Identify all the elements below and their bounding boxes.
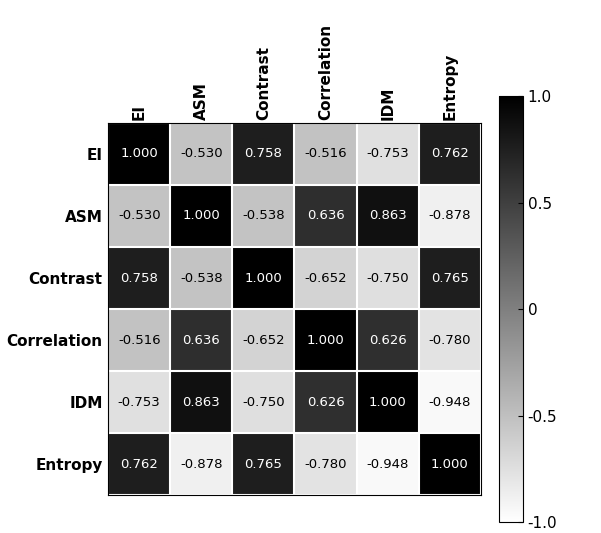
Text: 0.758: 0.758 xyxy=(120,272,158,285)
Text: -0.780: -0.780 xyxy=(429,334,471,346)
Text: -0.878: -0.878 xyxy=(429,209,471,222)
Text: -0.750: -0.750 xyxy=(242,396,285,409)
Text: 0.762: 0.762 xyxy=(431,148,469,160)
Text: -0.753: -0.753 xyxy=(118,396,160,409)
Text: 0.863: 0.863 xyxy=(183,396,220,409)
Text: -0.530: -0.530 xyxy=(180,148,222,160)
Text: 0.636: 0.636 xyxy=(307,209,344,222)
Text: 1.000: 1.000 xyxy=(307,334,344,346)
Text: -0.780: -0.780 xyxy=(304,458,347,471)
Text: 0.762: 0.762 xyxy=(120,458,158,471)
Text: 0.626: 0.626 xyxy=(369,334,406,346)
Text: 0.765: 0.765 xyxy=(431,272,469,285)
Text: 0.863: 0.863 xyxy=(369,209,406,222)
Text: -0.750: -0.750 xyxy=(367,272,409,285)
Text: 0.636: 0.636 xyxy=(183,334,220,346)
Text: -0.516: -0.516 xyxy=(118,334,160,346)
Text: 0.765: 0.765 xyxy=(245,458,282,471)
Text: 1.000: 1.000 xyxy=(183,209,220,222)
Text: 1.000: 1.000 xyxy=(120,148,158,160)
Text: 1.000: 1.000 xyxy=(245,272,282,285)
Text: -0.530: -0.530 xyxy=(118,209,160,222)
Text: -0.652: -0.652 xyxy=(304,272,347,285)
Text: -0.538: -0.538 xyxy=(242,209,285,222)
Text: -0.652: -0.652 xyxy=(242,334,285,346)
Text: -0.753: -0.753 xyxy=(366,148,409,160)
Text: 1.000: 1.000 xyxy=(431,458,469,471)
Text: 0.626: 0.626 xyxy=(307,396,344,409)
Text: -0.948: -0.948 xyxy=(367,458,409,471)
Text: -0.516: -0.516 xyxy=(304,148,347,160)
Text: -0.878: -0.878 xyxy=(180,458,222,471)
Text: -0.948: -0.948 xyxy=(429,396,471,409)
Text: -0.538: -0.538 xyxy=(180,272,222,285)
Text: 0.758: 0.758 xyxy=(245,148,282,160)
Text: 1.000: 1.000 xyxy=(369,396,406,409)
